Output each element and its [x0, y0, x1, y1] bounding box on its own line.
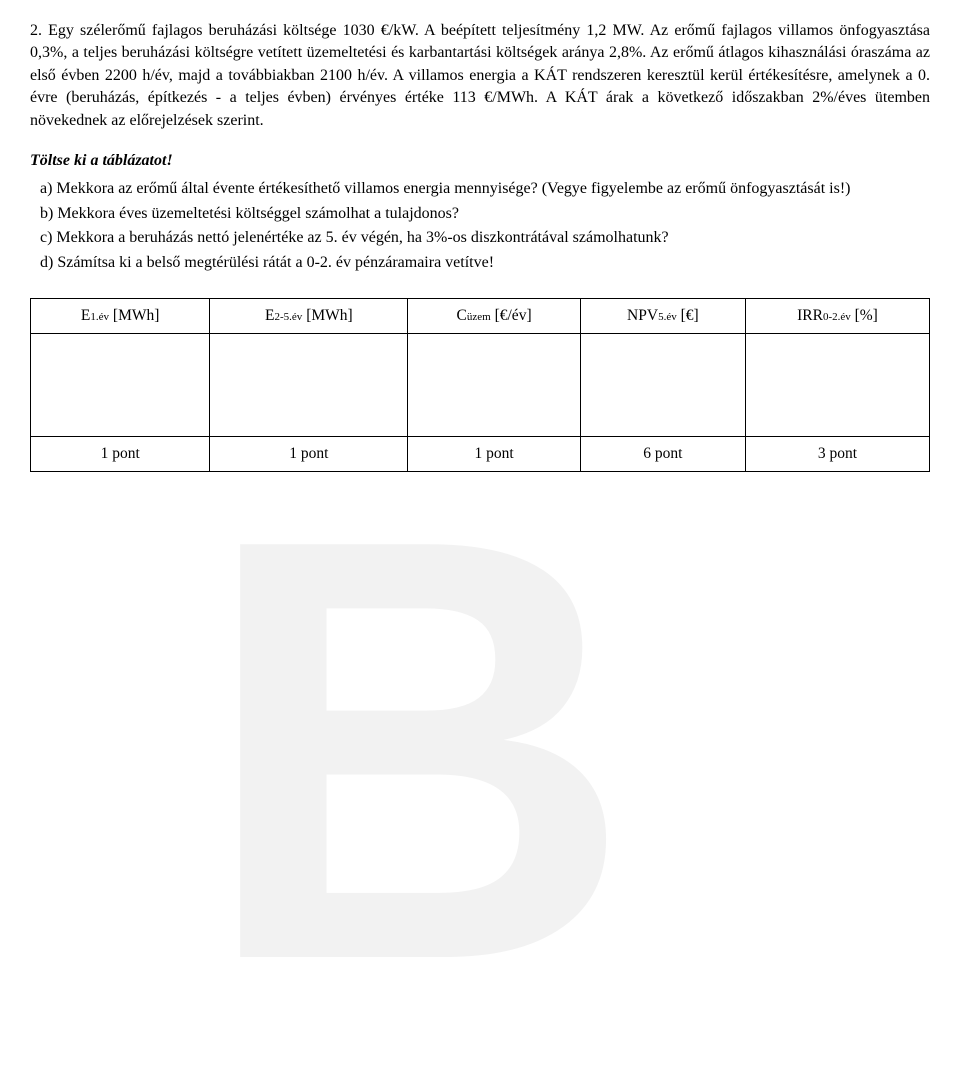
answer-cell — [31, 333, 210, 436]
answer-cell — [408, 333, 580, 436]
header-main: E — [265, 307, 274, 324]
header-cell: E2-5.év [MWh] — [210, 298, 408, 333]
header-sub: 2-5.év — [275, 311, 303, 323]
header-main: NPV — [627, 307, 658, 324]
header-unit: [€/év] — [491, 307, 532, 324]
subquestion-b: b) Mekkora éves üzemeltetési költséggel … — [30, 203, 930, 225]
header-main: E — [81, 307, 90, 324]
answer-cell — [580, 333, 745, 436]
header-sub: 1.év — [90, 311, 109, 323]
header-unit: [%] — [851, 307, 878, 324]
table-answer-row — [31, 333, 930, 436]
problem-number: 2. — [30, 22, 42, 39]
header-main: IRR — [797, 307, 823, 324]
header-unit: [MWh] — [302, 307, 352, 324]
subquestion-c: c) Mekkora a beruházás nettó jelenértéke… — [30, 227, 930, 249]
table-header-row: E1.év [MWh] E2-5.év [MWh] Cüzem [€/év] N… — [31, 298, 930, 333]
points-cell: 1 pont — [31, 436, 210, 471]
subquestion-d: d) Számítsa ki a belső megtérülési rátát… — [30, 252, 930, 274]
answer-cell — [210, 333, 408, 436]
header-unit: [€] — [677, 307, 699, 324]
table-points-row: 1 pont 1 pont 1 pont 6 pont 3 pont — [31, 436, 930, 471]
answer-cell — [745, 333, 929, 436]
watermark-letter: B — [200, 450, 633, 1050]
header-cell: NPV5.év [€] — [580, 298, 745, 333]
points-cell: 6 pont — [580, 436, 745, 471]
points-cell: 3 pont — [745, 436, 929, 471]
problem-text: Egy szélerőmű fajlagos beruházási költsé… — [30, 22, 930, 129]
points-cell: 1 pont — [210, 436, 408, 471]
answer-table: E1.év [MWh] E2-5.év [MWh] Cüzem [€/év] N… — [30, 298, 930, 472]
header-cell: E1.év [MWh] — [31, 298, 210, 333]
points-cell: 1 pont — [408, 436, 580, 471]
header-sub: 0-2.év — [823, 311, 851, 323]
page-content: 2. Egy szélerőmű fajlagos beruházási köl… — [30, 20, 930, 472]
header-unit: [MWh] — [109, 307, 159, 324]
header-sub: üzem — [467, 311, 491, 323]
problem-statement: 2. Egy szélerőmű fajlagos beruházási köl… — [30, 20, 930, 132]
header-cell: IRR0-2.év [%] — [745, 298, 929, 333]
header-cell: Cüzem [€/év] — [408, 298, 580, 333]
header-main: C — [457, 307, 467, 324]
subquestion-a: a) Mekkora az erőmű által évente értékes… — [30, 178, 930, 200]
header-sub: 5.év — [658, 311, 677, 323]
instruction: Töltse ki a táblázatot! — [30, 150, 930, 172]
